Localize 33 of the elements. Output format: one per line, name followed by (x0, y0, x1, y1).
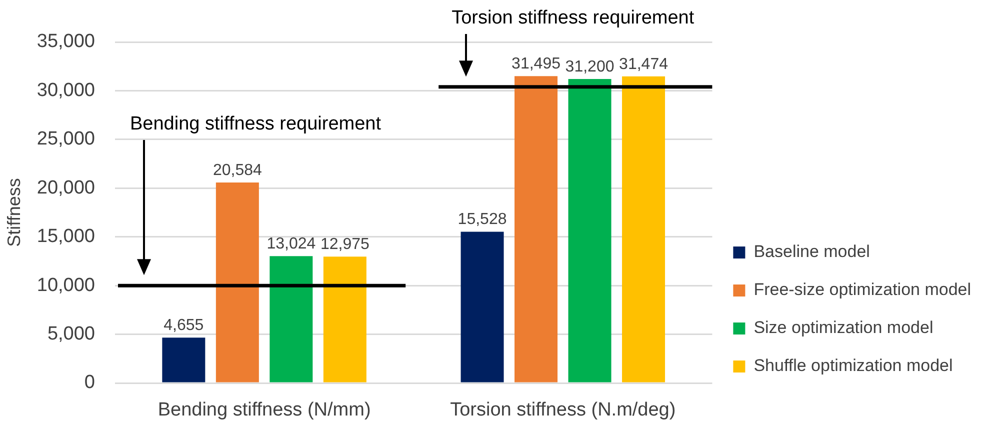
legend-label: Shuffle optimization model (754, 356, 953, 376)
data-label: 31,495 (512, 56, 561, 73)
legend-label: Baseline model (754, 242, 870, 262)
annotation: Bending stiffness requirement (130, 114, 382, 135)
y-tick-label: 5,000 (47, 324, 95, 345)
text: Torsion stiffness requirement (452, 7, 695, 28)
legend-label: Size optimization model (754, 318, 934, 338)
data-label: 4,655 (164, 317, 204, 334)
bar (270, 256, 313, 382)
y-tick-label: 35,000 (36, 31, 95, 52)
y-axis-title: Stiffness (4, 178, 24, 247)
bar (460, 232, 504, 382)
data-label: 31,200 (565, 58, 614, 76)
bar (568, 79, 612, 382)
data-label: 15,528 (458, 211, 507, 228)
y-tick-label: 10,000 (36, 274, 95, 296)
data-label: 31,474 (619, 56, 668, 73)
bar (514, 76, 558, 382)
bar (162, 338, 206, 382)
bar (622, 76, 666, 382)
y-tick-label: 30,000 (36, 80, 95, 101)
x-tick-label: Bending stiffness (N/mm) (158, 400, 371, 421)
legend-label: Free-size optimization model (754, 280, 972, 300)
y-tick-label: 20,000 (36, 177, 95, 198)
data-label: 12,975 (320, 236, 370, 253)
bar (216, 182, 259, 382)
bar (323, 256, 366, 382)
y-tick-label: 25,000 (36, 128, 95, 150)
data-label: 20,584 (212, 162, 262, 179)
y-tick-label: 0 (84, 372, 95, 394)
y-tick-label: 15,000 (36, 226, 95, 248)
x-tick-label: Torsion stiffness (N.m/deg) (450, 400, 676, 421)
data-label: 13,024 (266, 236, 316, 253)
